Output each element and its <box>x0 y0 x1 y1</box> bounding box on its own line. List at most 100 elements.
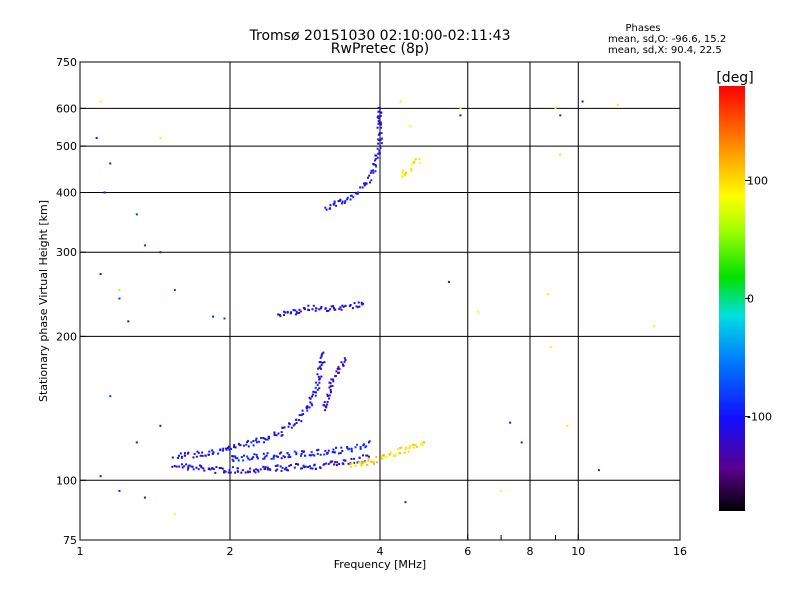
echo-point <box>361 186 364 189</box>
echo-point <box>109 162 112 165</box>
echo-point <box>314 394 317 397</box>
echo-point <box>324 462 327 465</box>
echo-point <box>211 452 214 455</box>
echo-point <box>207 453 210 456</box>
echo-point <box>200 466 203 469</box>
echo-point <box>332 380 335 383</box>
echo-point <box>403 173 406 176</box>
y-tick-label: 100 <box>56 474 77 487</box>
echo-point <box>421 444 424 447</box>
echo-point <box>218 467 221 470</box>
echo-point <box>365 182 368 185</box>
echo-point <box>328 386 331 389</box>
echo-point <box>323 401 326 404</box>
echo-point <box>177 454 180 457</box>
echo-point <box>303 450 306 453</box>
echo-point <box>118 489 121 492</box>
echo-point <box>581 100 584 103</box>
echo-point <box>298 311 301 314</box>
echo-point <box>270 457 273 460</box>
echo-point <box>328 207 331 210</box>
echo-point <box>315 381 318 384</box>
echo-point <box>368 174 371 177</box>
echo-point <box>201 451 204 454</box>
echo-point <box>377 120 380 123</box>
echo-point <box>396 448 399 451</box>
echo-point <box>403 451 406 454</box>
echo-point <box>331 460 334 463</box>
echo-point <box>338 307 341 310</box>
echo-point <box>414 158 417 161</box>
echo-point <box>99 273 102 276</box>
echo-point <box>358 305 361 308</box>
echo-point <box>597 469 600 472</box>
echo-point <box>127 320 130 323</box>
echo-point <box>179 452 182 455</box>
y-tick-label: 750 <box>56 56 77 69</box>
echo-point <box>377 122 380 125</box>
echo-point <box>355 464 358 467</box>
echo-point <box>318 366 321 369</box>
echo-point <box>183 452 186 455</box>
echo-point <box>295 418 298 421</box>
echo-point <box>303 308 306 311</box>
echo-point <box>309 454 312 457</box>
echo-point <box>286 469 289 472</box>
echo-point <box>330 460 333 463</box>
echo-point <box>365 445 368 448</box>
x-tick-label: 4 <box>377 545 384 558</box>
echo-point <box>240 471 243 474</box>
echo-point <box>325 406 328 409</box>
echo-point <box>314 386 317 389</box>
echo-point <box>230 447 233 450</box>
echo-point <box>285 466 288 469</box>
echo-point <box>308 465 311 468</box>
echo-point <box>352 196 355 199</box>
echo-point <box>212 468 215 471</box>
echo-point <box>337 366 340 369</box>
echo-point <box>279 465 282 468</box>
echo-point <box>334 308 337 311</box>
echo-point <box>274 469 277 472</box>
echo-point <box>298 414 301 417</box>
echo-point <box>412 162 415 165</box>
echo-point <box>349 303 352 306</box>
echo-point <box>253 453 256 456</box>
echo-point <box>380 111 383 114</box>
colorbar-tick-label: -100 <box>747 411 772 424</box>
echo-point <box>376 116 379 119</box>
echo-point <box>359 446 362 449</box>
echo-point <box>330 305 333 308</box>
echo-point <box>234 471 237 474</box>
echo-point <box>192 468 195 471</box>
echo-point <box>159 137 162 140</box>
echo-point <box>314 391 317 394</box>
echo-point <box>288 464 291 467</box>
echo-point <box>356 306 359 309</box>
echo-point <box>302 413 305 416</box>
echo-point <box>376 156 379 159</box>
echo-point <box>283 456 286 459</box>
echo-point <box>348 447 351 450</box>
echo-point <box>234 455 237 458</box>
echo-point <box>320 363 323 366</box>
echo-point <box>326 452 329 455</box>
echo-point <box>273 431 276 434</box>
echo-point <box>207 467 210 470</box>
echo-point <box>103 191 106 194</box>
echo-point <box>278 452 281 455</box>
echo-point <box>319 365 322 368</box>
echo-point <box>318 378 321 381</box>
echo-point <box>277 432 280 435</box>
echo-point <box>248 470 251 473</box>
echo-point <box>241 469 244 472</box>
x-tick-label: 6 <box>464 545 471 558</box>
echo-point <box>350 457 353 460</box>
echo-point <box>420 441 423 444</box>
echo-point <box>303 466 306 469</box>
echo-point <box>318 308 321 311</box>
echo-point <box>343 201 346 204</box>
echo-point <box>401 171 404 174</box>
echo-point <box>289 455 292 458</box>
colorbar-tick-label: 0 <box>747 293 754 306</box>
